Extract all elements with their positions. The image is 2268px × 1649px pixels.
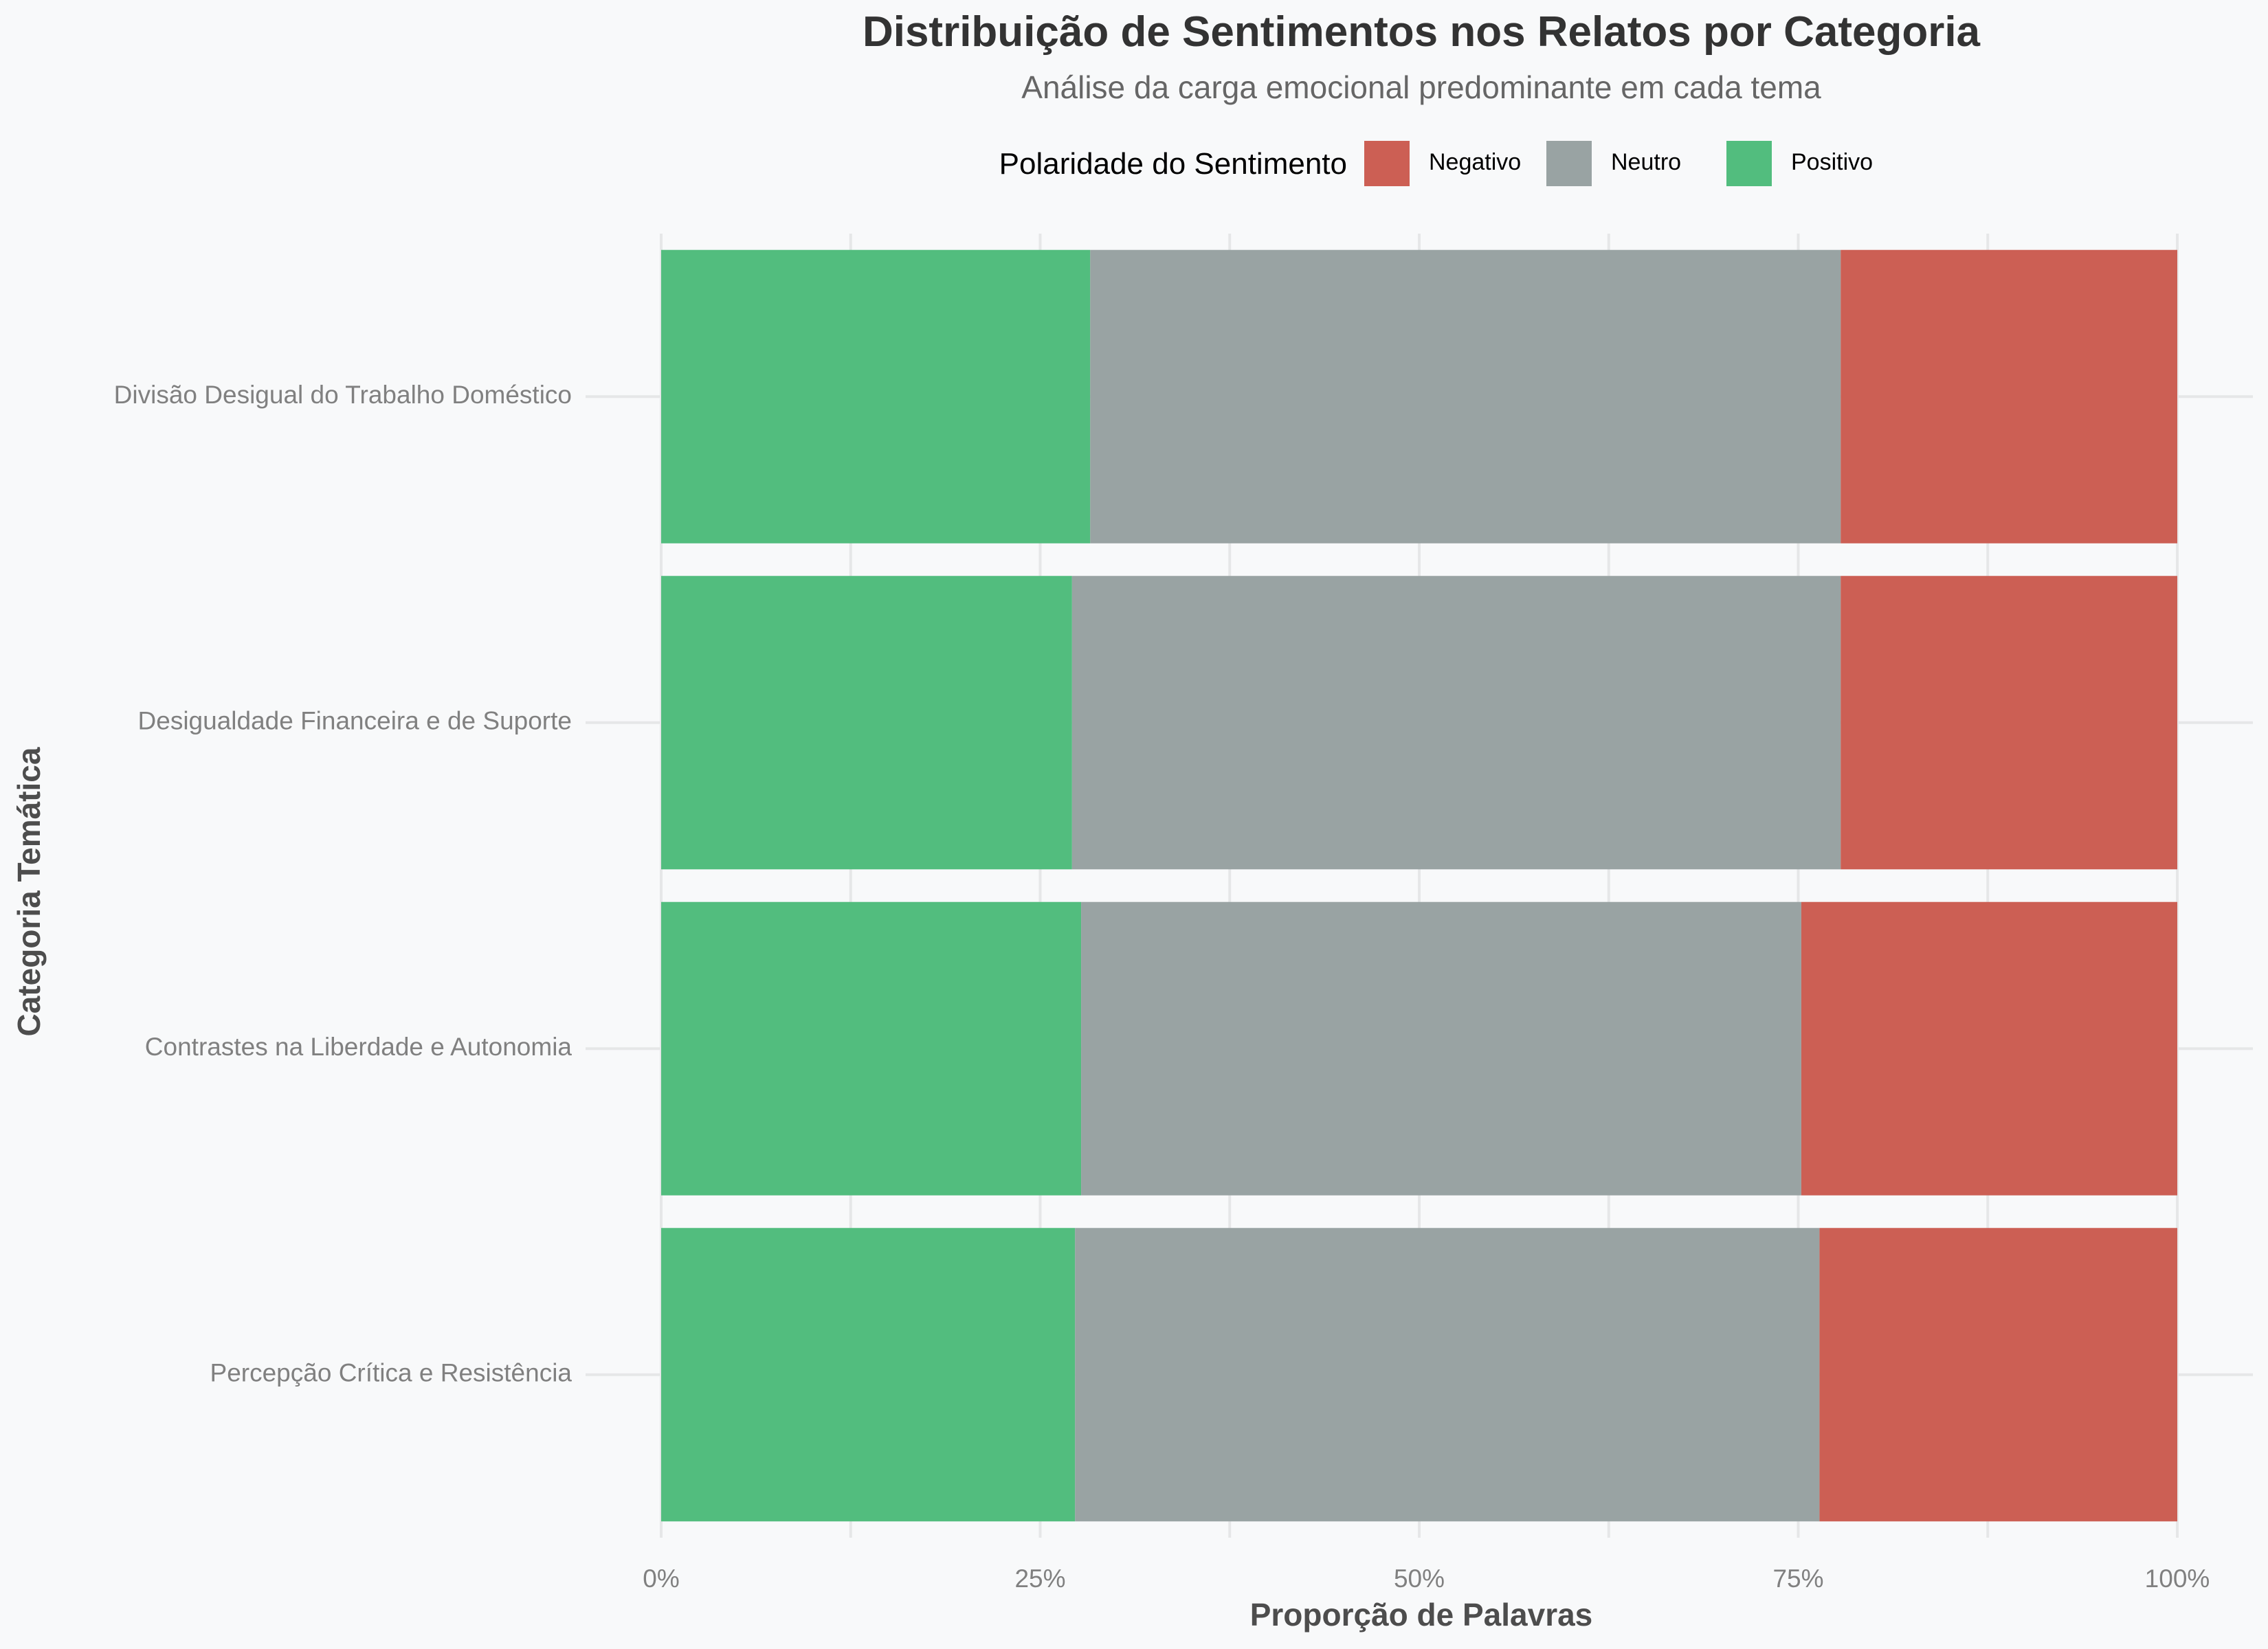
bar-positivo-0 <box>661 249 1091 543</box>
bar-negativo-2 <box>1801 901 2177 1196</box>
legend: Polaridade do Sentimento Negativo Neutro P… <box>999 141 1873 186</box>
x-tick-label: 25% <box>1014 1564 1065 1593</box>
bars <box>661 249 2177 1522</box>
chart-subtitle: Análise da carga emocional predominante … <box>1021 69 1821 105</box>
legend-label-neutro: Neutro <box>1611 149 1681 175</box>
legend-key-negativo <box>1364 141 1410 186</box>
bar-positivo-1 <box>661 576 1072 870</box>
x-axis-title: Proporção de Palavras <box>1250 1597 1593 1633</box>
legend-key-neutro <box>1546 141 1592 186</box>
legend-label-positivo: Positivo <box>1791 149 1873 175</box>
bar-positivo-2 <box>661 901 1082 1196</box>
bar-neutro-3 <box>1075 1228 1820 1522</box>
legend-label-negativo: Negativo <box>1429 149 1521 175</box>
x-tick-label: 50% <box>1394 1564 1445 1593</box>
y-tick-label: Divisão Desigual do Trabalho Doméstico <box>114 381 572 409</box>
bar-neutro-1 <box>1071 576 1841 870</box>
bar-negativo-1 <box>1841 576 2177 870</box>
axes: Divisão Desigual do Trabalho Doméstico De… <box>114 381 2210 1593</box>
bar-neutro-2 <box>1081 901 1801 1196</box>
y-axis-title: Categoria Temática <box>11 747 47 1036</box>
y-tick-label: Percepção Crítica e Resistência <box>210 1359 572 1387</box>
bar-negativo-0 <box>1841 249 2177 543</box>
y-tick-label: Desigualdade Financeira e de Suporte <box>138 707 572 735</box>
x-tick-label: 100% <box>2145 1564 2210 1593</box>
y-tick-label: Contrastes na Liberdade e Autonomia <box>145 1033 572 1061</box>
bar-negativo-3 <box>1819 1228 2177 1522</box>
x-tick-label: 0% <box>643 1564 679 1593</box>
x-tick-label: 75% <box>1772 1564 1823 1593</box>
legend-title: Polaridade do Sentimento <box>999 147 1347 181</box>
bar-neutro-0 <box>1090 249 1841 543</box>
chart-title: Distribuição de Sentimentos nos Relatos … <box>863 8 1981 56</box>
legend-key-positivo <box>1726 141 1772 186</box>
bar-positivo-3 <box>661 1228 1076 1522</box>
